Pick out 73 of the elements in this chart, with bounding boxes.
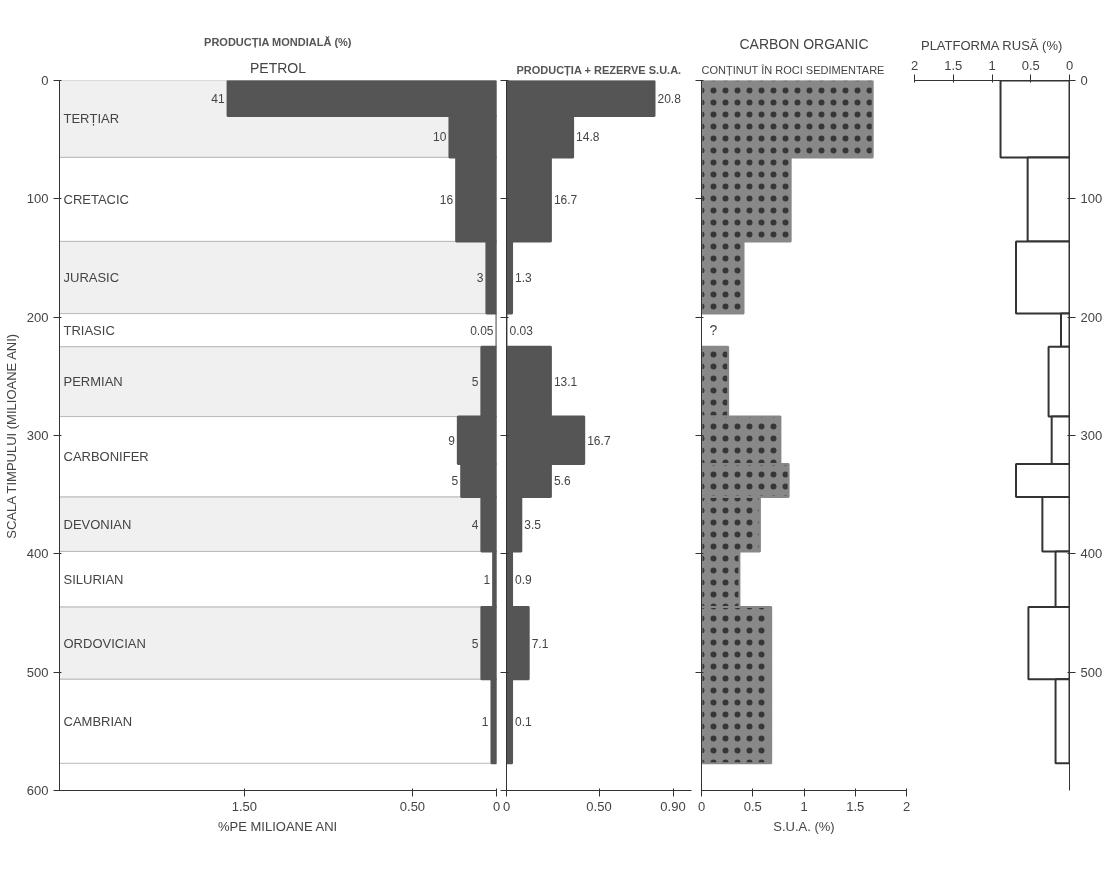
y-tick-label: 400 [26, 546, 49, 562]
x-tick-label: 2 [902, 798, 911, 814]
annotation: 14.8 [576, 130, 600, 145]
annotation: 5 [471, 375, 479, 390]
band-label: PERMIAN [63, 374, 123, 390]
x-tick-label: 0.50 [399, 798, 426, 814]
x-tick-label: 1.5 [944, 57, 963, 73]
annotation: 0.1 [515, 714, 533, 729]
y-tick-label: 600 [26, 783, 49, 798]
annotation: 10 [433, 130, 447, 145]
annotation: 5 [451, 473, 459, 488]
chart-subtitle: CONȚINUT ÎN ROCI SEDIMENTARE [701, 63, 885, 76]
text: PRODUCȚIA MONDIALĂ (%) [204, 35, 352, 48]
y-tick-label: 200 [1080, 309, 1103, 325]
annotation: 0.9 [515, 572, 533, 587]
y-tick-label: 400 [1080, 546, 1103, 562]
y-tick-label: 500 [1080, 664, 1103, 680]
annotation: 3 [476, 271, 484, 286]
y-tick-label: 300 [1080, 428, 1103, 443]
band-label: CARBONIFER [63, 449, 149, 465]
x-tick-label: 0.50 [586, 798, 612, 814]
annotation: 16.7 [587, 433, 611, 448]
y-tick-label: 300 [26, 428, 49, 443]
annotation: 16 [439, 192, 454, 207]
annotation: 20.8 [657, 91, 682, 106]
band-label: SILURIAN [63, 571, 124, 587]
chart-title: PETROL [249, 59, 307, 76]
annotation: 0.05 [470, 323, 494, 338]
annotation: 16.7 [553, 192, 578, 207]
x-tick-label: 0.5 [743, 798, 762, 814]
annotation: 1 [481, 714, 489, 729]
band-label: DEVONIAN [63, 516, 132, 532]
x-tick-label: 0.5 [1021, 57, 1040, 73]
band-label: TERȚIAR [63, 111, 120, 127]
x-tick-label: 0 [1065, 57, 1074, 73]
x-tick-label: 0 [492, 798, 501, 814]
x-tick-label: 1.50 [231, 798, 258, 814]
annotation: ? [709, 322, 718, 339]
x-tick-label: 0 [697, 798, 706, 814]
annotation: 7.1 [531, 636, 549, 651]
chart-title: CARBON ORGANIC [739, 35, 869, 52]
annotation: 0.03 [509, 323, 534, 338]
y-axis-title: SCALA TIMPULUI (MILIOANE ANI) [3, 333, 19, 539]
series-label: PRODUCȚIA + REZERVE S.U.A. [516, 63, 682, 76]
x-axis-title: PLATFORMA RUSĂ (%) [920, 37, 1063, 53]
x-tick-label: 1.5 [846, 798, 865, 814]
x-axis-title: %PE MILIOANE ANI [218, 818, 338, 834]
y-tick-label: 0 [1080, 73, 1088, 88]
annotation: 5.6 [553, 473, 571, 488]
y-tick-label: 100 [1080, 191, 1103, 207]
annotation: 1 [483, 572, 491, 587]
band-label: TRIASIC [63, 322, 115, 338]
y-tick-label: 500 [26, 664, 49, 680]
band-label: JURASIC [63, 270, 120, 286]
x-tick-label: 0.90 [660, 798, 686, 814]
band-label: CAMBRIAN [63, 713, 133, 729]
annotation: 1.3 [515, 271, 533, 286]
x-axis-title: S.U.A. (%) [773, 818, 835, 834]
annotation: 5 [471, 636, 479, 651]
x-tick-label: 1 [988, 57, 996, 73]
y-tick-label: 0 [41, 73, 49, 88]
annotation: 13.1 [553, 375, 578, 390]
x-tick-label: 2 [910, 57, 919, 73]
y-tick-label: 200 [26, 309, 49, 325]
x-tick-label: 0 [502, 798, 511, 814]
band-label: CRETACIC [63, 191, 129, 207]
x-tick-label: 1 [800, 798, 808, 814]
annotation: 4 [471, 517, 479, 532]
annotation: 3.5 [524, 517, 542, 532]
annotation: 41 [211, 91, 225, 106]
band-label: ORDOVICIAN [63, 635, 146, 651]
y-tick-label: 100 [26, 191, 49, 207]
annotation: 9 [448, 433, 456, 448]
